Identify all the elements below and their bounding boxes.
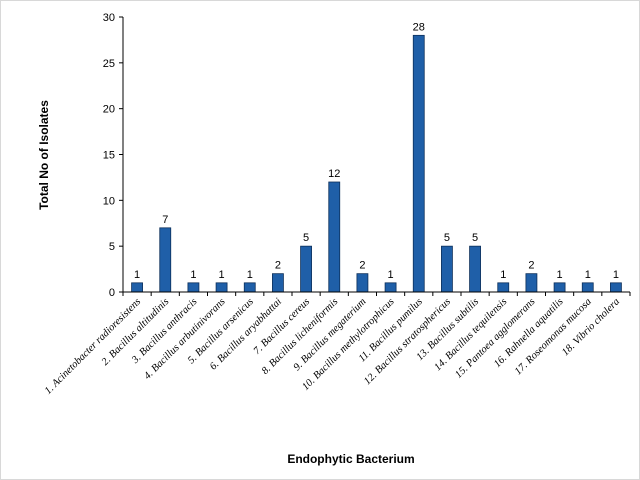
bar	[244, 283, 255, 292]
bar	[610, 283, 621, 292]
data-label: 1	[190, 269, 196, 281]
data-label: 1	[500, 269, 506, 281]
y-tick-label: 30	[103, 12, 115, 24]
data-label: 1	[388, 269, 394, 281]
bar	[582, 283, 593, 292]
x-axis-title: Endophytic Bacterium	[287, 452, 414, 466]
data-label: 1	[134, 269, 140, 281]
bar	[554, 283, 565, 292]
bar	[470, 246, 481, 292]
y-tick-label: 10	[103, 195, 115, 207]
bar	[160, 228, 171, 292]
data-label: 1	[557, 269, 563, 281]
data-label: 1	[247, 269, 253, 281]
y-tick-label: 15	[103, 150, 115, 162]
bar	[329, 182, 340, 292]
bars	[132, 35, 622, 292]
bar	[413, 35, 424, 292]
bar	[385, 283, 396, 292]
y-tick-label: 0	[109, 287, 115, 299]
bar	[188, 283, 199, 292]
data-label: 5	[444, 232, 450, 244]
data-label: 2	[275, 260, 281, 272]
bar	[357, 274, 368, 292]
data-label: 2	[359, 260, 365, 272]
bar	[441, 246, 452, 292]
data-label: 1	[613, 269, 619, 281]
y-tick-label: 25	[103, 58, 115, 70]
y-axis-title: Total No of Isolates	[37, 100, 51, 210]
data-label: 2	[528, 260, 534, 272]
bar	[526, 274, 537, 292]
data-label: 5	[472, 232, 478, 244]
data-label: 7	[162, 214, 168, 226]
data-label: 5	[303, 232, 309, 244]
data-label: 12	[328, 168, 340, 180]
data-label: 1	[219, 269, 225, 281]
bar	[216, 283, 227, 292]
bar	[132, 283, 143, 292]
data-label: 1	[585, 269, 591, 281]
y-tick-label: 20	[103, 104, 115, 116]
bar	[272, 274, 283, 292]
bar-chart: 051015202530 171 1 1251221285 5121 1 1 1. Aci…	[0, 0, 640, 480]
bar	[301, 246, 312, 292]
data-label: 28	[413, 21, 425, 33]
bar	[498, 283, 509, 292]
y-tick-label: 5	[109, 241, 115, 253]
